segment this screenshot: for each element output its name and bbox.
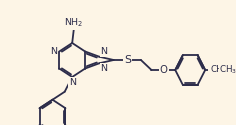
- Text: CH$_3$: CH$_3$: [219, 64, 236, 76]
- Text: N: N: [100, 47, 107, 56]
- Text: S: S: [124, 55, 131, 65]
- Text: O: O: [160, 65, 168, 75]
- Text: NH$_2$: NH$_2$: [64, 17, 84, 29]
- Text: N: N: [100, 64, 107, 73]
- Text: N: N: [69, 78, 76, 87]
- Text: N: N: [51, 47, 58, 56]
- Text: CH₃: CH₃: [210, 66, 227, 74]
